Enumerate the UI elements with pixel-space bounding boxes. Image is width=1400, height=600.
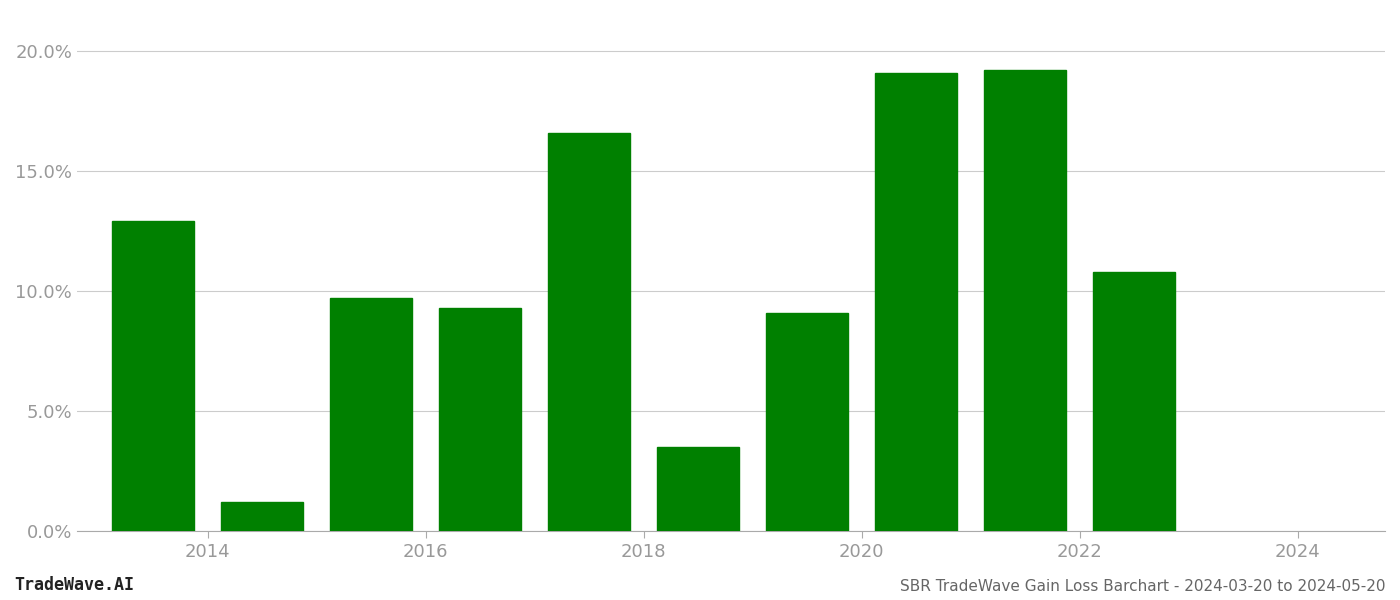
Bar (330, 298, 412, 531)
Bar (984, 70, 1067, 531)
Bar (1093, 272, 1175, 531)
Text: SBR TradeWave Gain Loss Barchart - 2024-03-20 to 2024-05-20: SBR TradeWave Gain Loss Barchart - 2024-… (900, 579, 1386, 594)
Text: TradeWave.AI: TradeWave.AI (14, 576, 134, 594)
Bar (221, 502, 302, 531)
Bar (112, 221, 195, 531)
Bar (875, 73, 958, 531)
Bar (440, 308, 521, 531)
Bar (658, 447, 739, 531)
Bar (549, 133, 630, 531)
Bar (766, 313, 848, 531)
